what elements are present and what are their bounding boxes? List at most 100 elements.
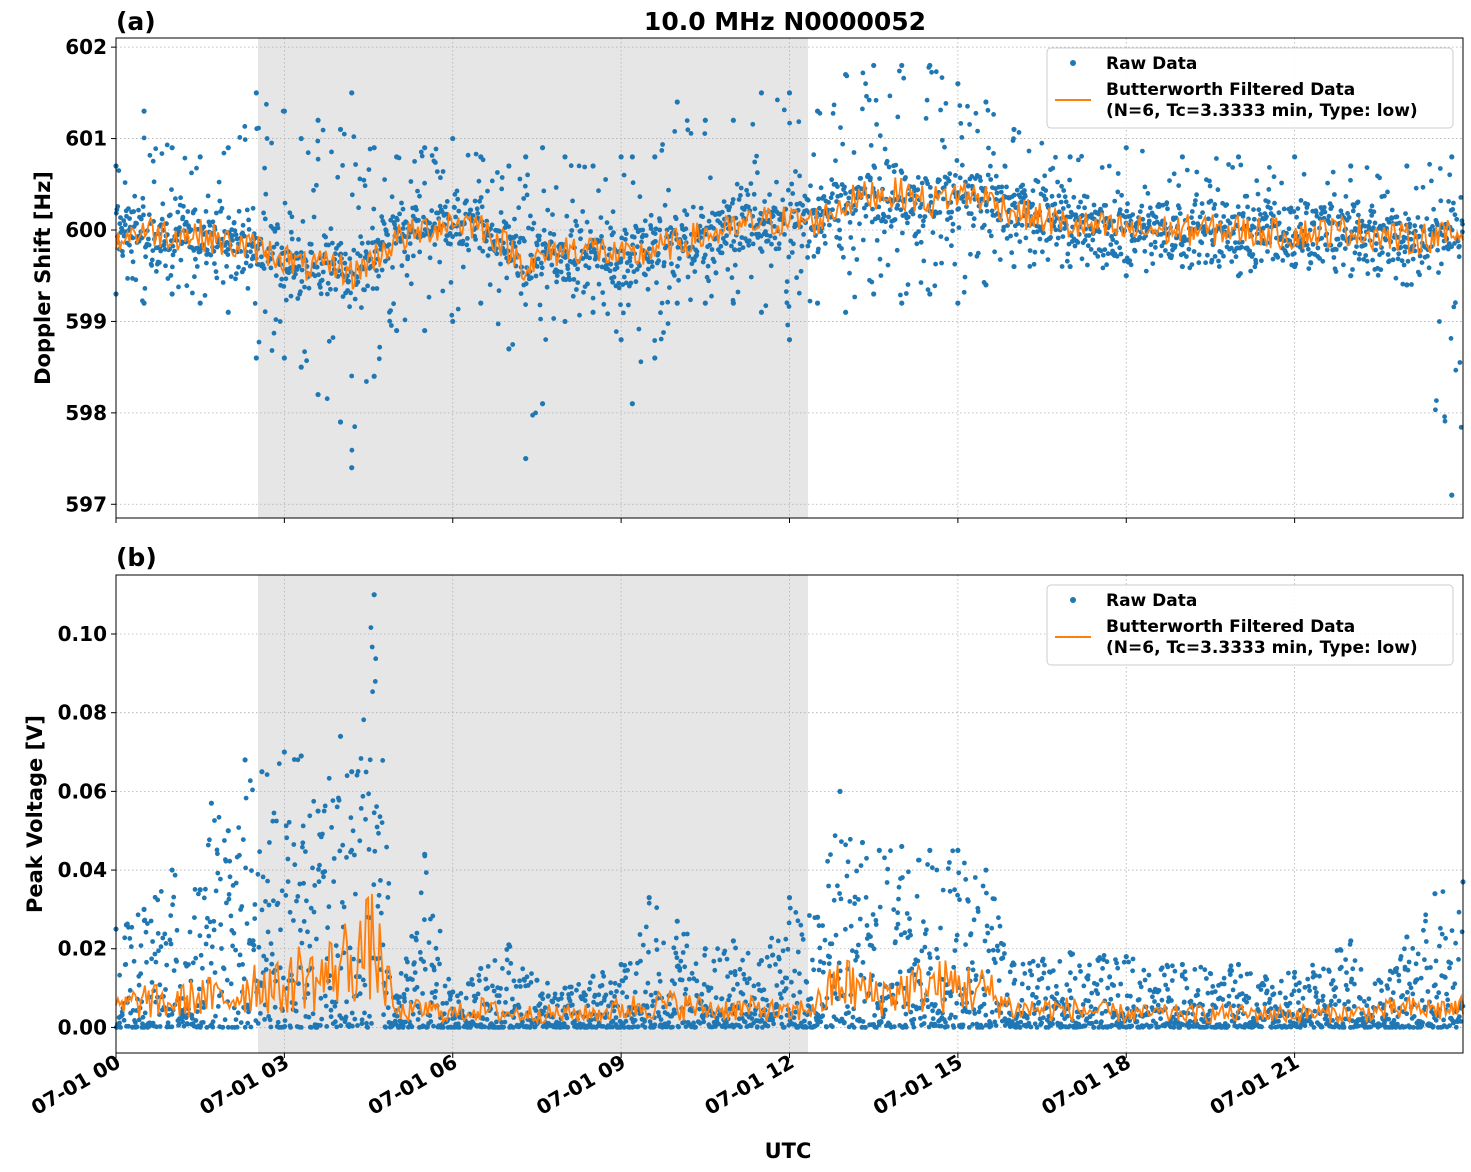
raw-data-point xyxy=(227,858,233,864)
raw-data-point xyxy=(162,931,168,937)
raw-data-point xyxy=(1122,258,1127,264)
raw-data-point xyxy=(434,169,440,175)
raw-data-point xyxy=(338,240,344,246)
raw-data-point xyxy=(1390,257,1396,263)
raw-data-point xyxy=(1248,971,1253,976)
raw-data-point xyxy=(1159,997,1165,1003)
raw-data-point xyxy=(1022,188,1027,193)
raw-data-point xyxy=(1158,253,1164,258)
raw-data-point xyxy=(244,921,250,926)
raw-data-point xyxy=(853,949,859,955)
raw-data-point xyxy=(539,271,544,277)
raw-data-point xyxy=(962,860,967,866)
raw-data-point xyxy=(981,1001,987,1007)
raw-data-point xyxy=(433,146,439,152)
raw-data-point xyxy=(318,995,324,1001)
raw-data-point xyxy=(888,848,893,854)
raw-data-point xyxy=(1409,282,1414,287)
raw-data-point xyxy=(1137,980,1143,986)
raw-data-point xyxy=(948,1012,954,1018)
raw-data-point xyxy=(1446,199,1451,204)
raw-data-point xyxy=(997,257,1003,262)
raw-data-point xyxy=(1210,984,1216,989)
raw-data-point xyxy=(658,310,663,316)
raw-data-point xyxy=(147,152,153,158)
raw-data-point xyxy=(287,210,293,216)
legend-raw-marker xyxy=(1070,60,1076,66)
raw-data-point xyxy=(893,162,899,168)
raw-data-point xyxy=(1291,251,1297,256)
raw-data-point xyxy=(450,135,456,142)
raw-data-point xyxy=(412,159,417,164)
raw-data-point xyxy=(932,283,938,289)
raw-data-point xyxy=(1055,235,1061,241)
legend-box xyxy=(1046,47,1454,129)
raw-data-point xyxy=(155,931,161,936)
raw-data-point xyxy=(1082,1023,1088,1029)
raw-data-point xyxy=(944,236,950,242)
raw-data-point xyxy=(795,918,801,924)
raw-data-point xyxy=(1100,966,1105,971)
raw-data-point xyxy=(1143,268,1149,274)
raw-data-point xyxy=(1117,207,1123,213)
raw-data-point xyxy=(370,286,376,291)
raw-data-point xyxy=(400,226,406,231)
raw-data-point xyxy=(992,896,997,902)
raw-data-point xyxy=(835,184,840,190)
raw-data-point xyxy=(873,918,879,923)
raw-data-point xyxy=(1142,184,1148,190)
raw-data-point xyxy=(1127,258,1133,263)
raw-data-point xyxy=(828,195,834,201)
raw-data-point xyxy=(640,942,646,948)
raw-data-point xyxy=(612,994,617,999)
raw-data-point xyxy=(1031,1011,1037,1016)
raw-data-point xyxy=(1161,240,1167,245)
raw-data-point xyxy=(827,222,832,228)
raw-data-point xyxy=(192,915,197,920)
raw-data-point xyxy=(702,952,707,958)
raw-data-point xyxy=(941,196,946,202)
raw-data-point xyxy=(922,944,928,950)
raw-data-point xyxy=(629,401,635,407)
raw-data-point xyxy=(1371,225,1376,231)
raw-data-point xyxy=(616,285,622,291)
raw-data-point xyxy=(740,957,745,963)
raw-data-point xyxy=(660,142,665,147)
raw-data-point xyxy=(293,271,298,277)
raw-data-point xyxy=(984,208,990,214)
raw-data-point xyxy=(161,242,167,248)
raw-data-point xyxy=(620,990,625,995)
raw-data-point xyxy=(1093,1006,1098,1012)
raw-data-point xyxy=(608,990,614,996)
raw-data-point xyxy=(169,145,175,151)
raw-data-point xyxy=(431,1023,436,1029)
raw-data-point xyxy=(874,238,880,243)
raw-data-point xyxy=(477,978,482,983)
raw-data-point xyxy=(673,950,679,956)
raw-data-point xyxy=(343,251,348,257)
raw-data-point xyxy=(667,285,672,290)
raw-data-point xyxy=(248,1024,254,1030)
raw-data-point xyxy=(204,924,210,930)
raw-data-point xyxy=(752,206,758,212)
raw-data-point xyxy=(1018,1019,1024,1025)
raw-data-point xyxy=(437,928,443,934)
raw-data-point xyxy=(271,898,276,904)
raw-data-point xyxy=(136,982,142,988)
raw-data-point xyxy=(1294,214,1299,220)
raw-data-point xyxy=(1267,996,1273,1002)
raw-data-point xyxy=(1011,136,1016,142)
raw-data-point xyxy=(1150,994,1155,1000)
raw-data-point xyxy=(224,240,230,245)
raw-data-point xyxy=(485,985,490,991)
raw-data-point xyxy=(434,981,439,987)
raw-data-point xyxy=(1350,208,1356,214)
raw-data-point xyxy=(689,970,695,976)
raw-data-point xyxy=(1059,183,1064,189)
raw-data-point xyxy=(810,957,815,963)
raw-data-point xyxy=(711,259,717,265)
raw-data-point xyxy=(456,208,462,214)
raw-data-point xyxy=(418,149,424,155)
raw-data-point xyxy=(1300,248,1305,254)
raw-data-point xyxy=(349,847,355,853)
